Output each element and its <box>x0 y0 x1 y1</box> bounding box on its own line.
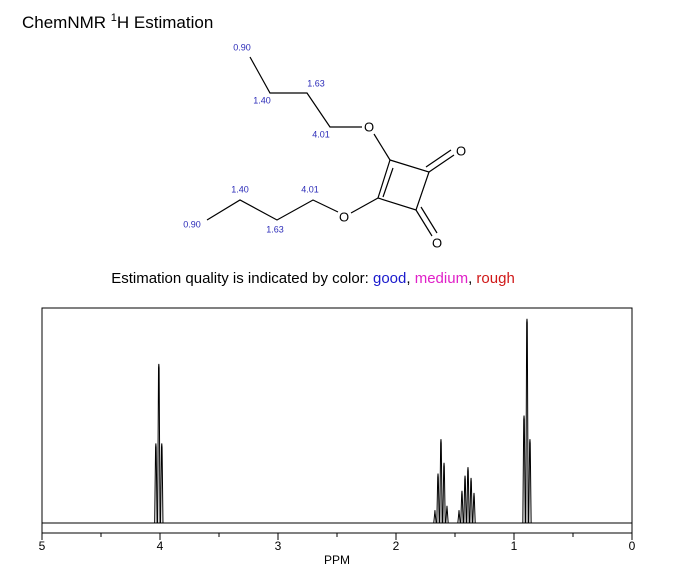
peak <box>466 467 470 524</box>
peak <box>463 475 467 524</box>
molecule: O O O O 0.90 1.40 1.63 4.01 1.40 4.01 0.… <box>183 42 466 250</box>
bond <box>415 209 433 237</box>
atom-label: O <box>432 235 442 250</box>
peak <box>528 439 532 524</box>
atom-label: O <box>456 143 466 158</box>
peak <box>445 505 449 524</box>
bond <box>350 197 379 214</box>
atom-label: O <box>339 209 349 224</box>
peak <box>442 462 446 524</box>
legend-separator: , <box>468 270 473 287</box>
x-tick-label: 4 <box>157 539 164 553</box>
legend-item: good <box>373 270 407 287</box>
legend-item: medium <box>414 270 469 287</box>
bond <box>420 206 438 234</box>
x-tick-label: 1 <box>511 539 518 553</box>
legend-separator: , <box>406 270 411 287</box>
peak <box>439 439 443 524</box>
shift-label: 4.01 <box>312 129 330 139</box>
shift-label: 4.01 <box>301 184 319 194</box>
plot-frame <box>41 307 633 534</box>
bond <box>382 167 394 198</box>
peak <box>436 473 440 524</box>
shift-label: 1.63 <box>307 78 325 88</box>
bond <box>206 199 339 221</box>
peak <box>472 492 476 524</box>
title: ChemNMR 1H Estimation <box>22 12 213 33</box>
bond <box>249 56 362 128</box>
shift-label: 0.90 <box>183 219 201 229</box>
bond <box>373 133 391 161</box>
peak <box>433 510 437 524</box>
legend-item: rough <box>476 270 515 287</box>
legend: Estimation quality is indicated by color… <box>0 270 626 287</box>
peak <box>160 443 164 524</box>
title-text: ChemNMR <box>22 13 111 32</box>
shift-label: 1.40 <box>231 184 249 194</box>
bond <box>428 154 455 173</box>
peak <box>154 443 158 524</box>
x-tick-label: 0 <box>629 539 636 553</box>
bond <box>425 149 452 168</box>
peak <box>460 490 464 524</box>
peak <box>522 415 526 524</box>
title-superscript: 1 <box>111 12 117 24</box>
peak <box>157 363 161 524</box>
peak <box>457 510 461 524</box>
atom-label: O <box>364 119 374 134</box>
x-axis-label: PPM <box>324 553 350 567</box>
legend-text: Estimation quality is indicated by color… <box>111 270 369 287</box>
peak <box>525 318 529 524</box>
shift-label: 1.40 <box>253 95 271 105</box>
shift-label: 1.63 <box>266 224 284 234</box>
title-text: H Estimation <box>117 13 213 32</box>
x-tick-label: 5 <box>39 539 46 553</box>
x-tick-label: 2 <box>393 539 400 553</box>
ring <box>377 159 430 211</box>
shift-label: 0.90 <box>233 42 251 52</box>
peak <box>469 477 473 524</box>
x-tick-label: 3 <box>275 539 282 553</box>
